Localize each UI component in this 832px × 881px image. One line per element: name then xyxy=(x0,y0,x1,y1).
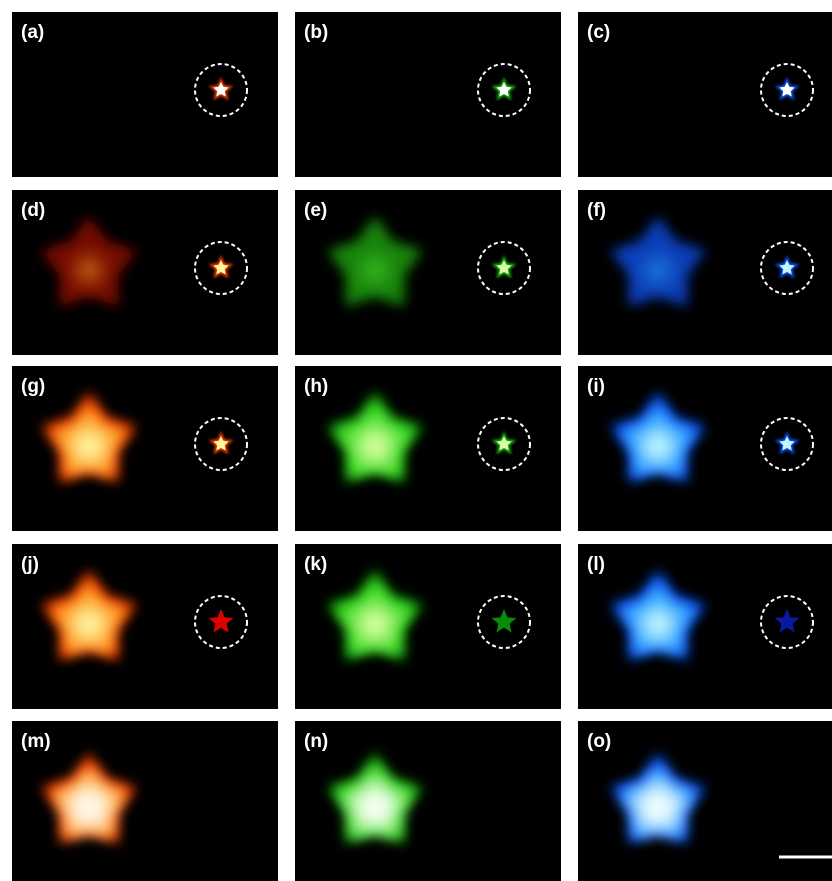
panel-background xyxy=(295,544,561,709)
panel-label: (h) xyxy=(304,376,328,397)
panel: (j) xyxy=(12,544,278,709)
panel-background xyxy=(295,190,561,355)
panel-background xyxy=(295,12,561,177)
panel-background xyxy=(12,366,278,531)
panel: (e) xyxy=(295,190,561,355)
panel-label: (b) xyxy=(304,22,328,43)
panel: (i) xyxy=(578,366,832,531)
panel-background xyxy=(578,544,832,709)
panel-label: (g) xyxy=(21,376,45,397)
panel-label: (n) xyxy=(304,731,328,752)
panel-label: (i) xyxy=(587,376,605,397)
panel: (c) xyxy=(578,12,832,177)
panel-background xyxy=(12,544,278,709)
panel: (b) xyxy=(295,12,561,177)
panel-label: (o) xyxy=(587,731,611,752)
panel: (n) xyxy=(295,721,561,881)
panel-label: (d) xyxy=(21,200,45,221)
panel: (m) xyxy=(12,721,278,881)
panel-background xyxy=(578,190,832,355)
panel-label: (l) xyxy=(587,554,605,575)
panel: (l) xyxy=(578,544,832,709)
panel: (f) xyxy=(578,190,832,355)
panel-label: (c) xyxy=(587,22,610,43)
panel-background xyxy=(12,12,278,177)
panel: (g) xyxy=(12,366,278,531)
panel: (a) xyxy=(12,12,278,177)
panel-label: (m) xyxy=(21,731,51,752)
panel-background xyxy=(295,366,561,531)
panel: (d) xyxy=(12,190,278,355)
panel-background xyxy=(295,721,561,881)
panel-label: (a) xyxy=(21,22,44,43)
panel-background xyxy=(578,366,832,531)
panel-label: (f) xyxy=(587,200,606,221)
panel: (h) xyxy=(295,366,561,531)
panel-label: (j) xyxy=(21,554,39,575)
panel-label: (e) xyxy=(304,200,327,221)
panel-label: (k) xyxy=(304,554,327,575)
panel: (k) xyxy=(295,544,561,709)
figure: (a) (b) (c) (d) (e) (f) (g) (h) (i) (j) (k) (l) (m) (… xyxy=(0,0,832,881)
panel-background xyxy=(12,190,278,355)
panel-background xyxy=(578,12,832,177)
